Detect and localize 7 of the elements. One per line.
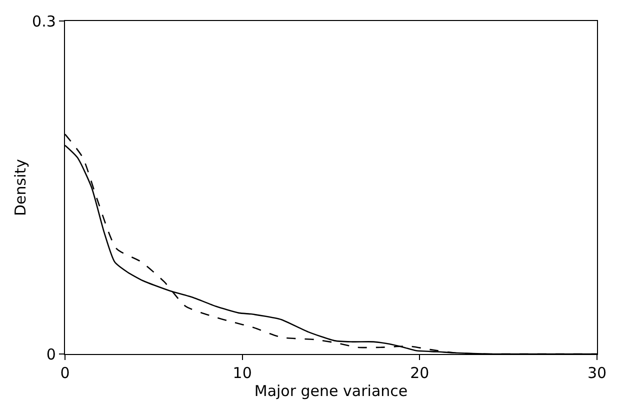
y-tick-label: 0.3 [32, 12, 56, 30]
x-tick-label: 30 [587, 364, 607, 382]
x-tick-label: 10 [232, 364, 252, 382]
x-axis-title: Major gene variance [254, 382, 408, 400]
x-tick-label: 0 [60, 364, 70, 382]
y-axis-title: Density [11, 158, 30, 216]
x-tick-label: 20 [410, 364, 430, 382]
